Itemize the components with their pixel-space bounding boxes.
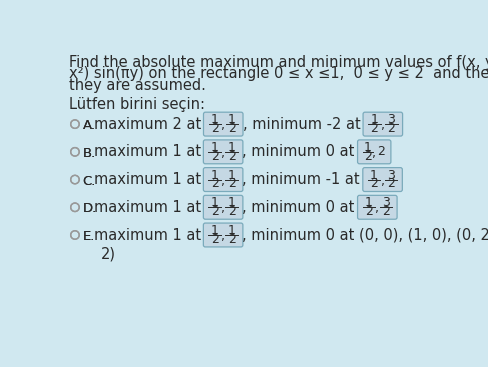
Text: 2: 2 — [382, 205, 390, 218]
Text: , minimum -1 at: , minimum -1 at — [243, 172, 365, 187]
Text: 1: 1 — [365, 196, 373, 210]
Text: they are assumed.: they are assumed. — [69, 78, 205, 93]
Text: 1: 1 — [211, 224, 219, 237]
Text: 1: 1 — [211, 169, 219, 182]
FancyBboxPatch shape — [363, 112, 403, 136]
Text: 1: 1 — [211, 141, 219, 154]
Text: maximum 2 at: maximum 2 at — [94, 117, 205, 132]
Text: 1: 1 — [228, 141, 236, 154]
Text: 1: 1 — [228, 169, 236, 182]
Text: E.: E. — [82, 230, 95, 243]
Text: B.: B. — [82, 147, 96, 160]
Text: maximum 1 at: maximum 1 at — [94, 228, 205, 243]
Text: ,: , — [221, 202, 225, 215]
FancyBboxPatch shape — [203, 140, 243, 164]
Text: x²) sin(πy) on the rectangle 0 ≤ x ≤1,  0 ≤ y ≤ 2  and the points where: x²) sin(πy) on the rectangle 0 ≤ x ≤1, 0… — [69, 66, 488, 81]
FancyBboxPatch shape — [203, 168, 243, 192]
Text: C.: C. — [82, 175, 96, 188]
Text: 2: 2 — [377, 145, 385, 158]
Text: ,: , — [381, 175, 385, 188]
Text: 2: 2 — [228, 150, 236, 163]
Text: 2: 2 — [387, 178, 395, 190]
Text: 2: 2 — [228, 233, 236, 246]
Text: 2): 2) — [102, 247, 116, 262]
Text: 2: 2 — [211, 205, 219, 218]
Text: ,: , — [381, 119, 385, 132]
Text: ,: , — [221, 147, 225, 160]
Text: A.: A. — [82, 119, 96, 132]
Text: 2: 2 — [211, 122, 219, 135]
Text: maximum 1 at: maximum 1 at — [94, 144, 205, 159]
Text: 3: 3 — [382, 196, 390, 210]
Text: Find the absolute maximum and minimum values of f(x, y) = 4(x -: Find the absolute maximum and minimum va… — [69, 55, 488, 70]
FancyBboxPatch shape — [358, 195, 397, 219]
Text: 1: 1 — [228, 224, 236, 237]
Text: D.: D. — [82, 202, 97, 215]
Text: 2: 2 — [228, 122, 236, 135]
Text: ,: , — [375, 202, 379, 215]
Text: ,: , — [221, 175, 225, 188]
Text: , minimum 0 at: , minimum 0 at — [243, 200, 360, 215]
Text: , minimum -2 at: , minimum -2 at — [243, 117, 365, 132]
FancyBboxPatch shape — [203, 195, 243, 219]
FancyBboxPatch shape — [203, 112, 243, 136]
Text: 1: 1 — [228, 196, 236, 210]
Text: 1: 1 — [211, 196, 219, 210]
Text: B.: B. — [82, 147, 96, 160]
Text: 1: 1 — [370, 113, 378, 126]
Text: 2: 2 — [228, 205, 236, 218]
Text: 1: 1 — [228, 113, 236, 126]
Text: 1: 1 — [370, 169, 378, 182]
Text: A.: A. — [82, 119, 96, 132]
Text: 2: 2 — [211, 233, 219, 246]
Text: 2: 2 — [370, 178, 378, 190]
Text: maximum 1 at: maximum 1 at — [94, 200, 205, 215]
Text: 2: 2 — [387, 122, 395, 135]
Text: 2: 2 — [228, 178, 236, 190]
FancyBboxPatch shape — [363, 168, 402, 192]
Text: C.: C. — [82, 175, 96, 188]
Text: maximum 1 at: maximum 1 at — [94, 172, 205, 187]
Text: , minimum 0 at: , minimum 0 at — [243, 144, 360, 159]
Text: Lütfen birini seçin:: Lütfen birini seçin: — [69, 97, 205, 112]
Text: 2: 2 — [211, 150, 219, 163]
Text: ,: , — [221, 119, 225, 132]
Text: ,: , — [221, 230, 225, 243]
Text: ,: , — [372, 147, 376, 160]
Text: 1: 1 — [364, 141, 372, 154]
Text: E.: E. — [82, 230, 95, 243]
FancyBboxPatch shape — [358, 140, 391, 164]
Text: 2: 2 — [365, 205, 373, 218]
Text: , minimum 0 at (0, 0), (1, 0), (0, 2), and (1,: , minimum 0 at (0, 0), (1, 0), (0, 2), a… — [243, 228, 488, 243]
Text: 2: 2 — [370, 122, 378, 135]
Text: D.: D. — [82, 202, 97, 215]
FancyBboxPatch shape — [203, 223, 243, 247]
Text: 3: 3 — [387, 169, 395, 182]
Text: 3: 3 — [387, 113, 395, 126]
Text: 2: 2 — [364, 150, 372, 163]
Text: 1: 1 — [211, 113, 219, 126]
Text: 2: 2 — [211, 178, 219, 190]
